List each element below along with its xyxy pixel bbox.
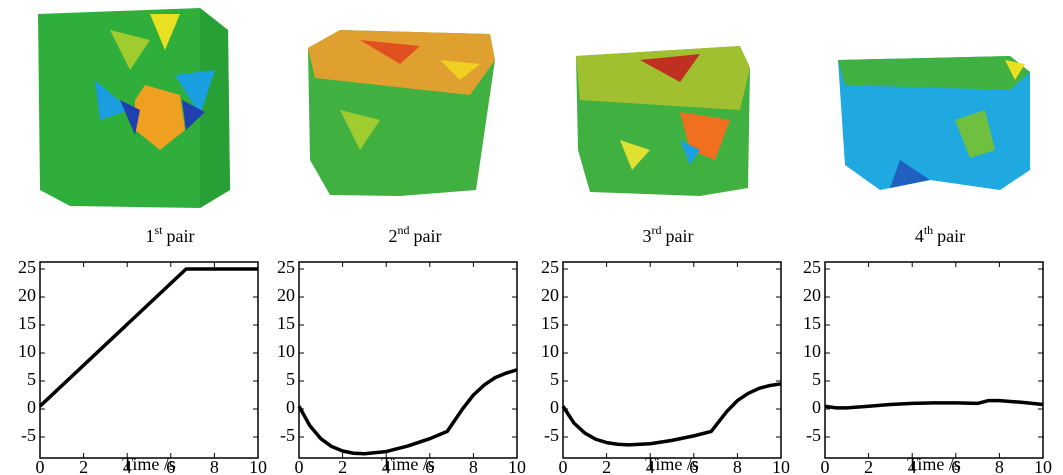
y-tick-label: -5: [806, 425, 821, 445]
data-line: [38, 267, 258, 408]
plot-frame: [39, 261, 259, 459]
caption: 3rd pair: [643, 223, 694, 246]
x-tick-label: 4: [646, 457, 655, 475]
y-tick-label: 10: [803, 341, 821, 361]
y-tick-label: 15: [277, 313, 295, 333]
y-tick-label: -5: [21, 425, 36, 445]
y-tick-label: 10: [541, 341, 559, 361]
y-tick-label: 20: [18, 285, 36, 305]
x-tick-label: 2: [864, 457, 873, 475]
x-tick-label: 2: [602, 457, 611, 475]
mesh-4: [838, 56, 1030, 190]
x-tick-label: 2: [338, 457, 347, 475]
y-tick-label: 0: [550, 397, 559, 417]
x-tick-label: 4: [908, 457, 917, 475]
x-tick-label: 8: [995, 457, 1004, 475]
y-tick-label: 0: [812, 397, 821, 417]
data-line: [824, 398, 1044, 410]
y-tick-label: 25: [803, 257, 821, 277]
data-line: [297, 368, 518, 456]
y-tick-label: 5: [27, 369, 36, 389]
y-tick-label: 15: [18, 313, 36, 333]
caption-suffix: st: [155, 223, 164, 237]
y-tick-label: -5: [544, 425, 559, 445]
x-axis-label: Time /s: [381, 454, 435, 474]
y-tick-label: 20: [803, 285, 821, 305]
caption-word: pair: [167, 226, 195, 246]
x-tick-label: 8: [469, 457, 478, 475]
caption: 2nd pair: [389, 223, 442, 246]
y-tick-label: 20: [277, 285, 295, 305]
y-tick-label: 15: [803, 313, 821, 333]
caption-ordinal: 3: [643, 226, 652, 246]
mesh-1: [38, 8, 230, 208]
caption: 4th pair: [915, 223, 965, 246]
x-tick-label: 0: [295, 457, 304, 475]
plot-frame: [824, 261, 1044, 459]
x-tick-label: 8: [210, 457, 219, 475]
x-tick-label: 10: [249, 457, 267, 475]
plot-frame: [562, 261, 782, 459]
y-tick-label: 5: [286, 369, 295, 389]
caption-suffix: nd: [398, 223, 410, 237]
y-tick-label: 25: [277, 257, 295, 277]
caption-ordinal: 2: [389, 226, 398, 246]
x-axis-label: Time /s: [645, 454, 699, 474]
x-tick-label: 0: [36, 457, 45, 475]
x-tick-label: 0: [559, 457, 568, 475]
y-tick-label: -5: [280, 425, 295, 445]
x-tick-label: 0: [821, 457, 830, 475]
x-tick-label: 6: [689, 457, 698, 475]
y-tick-label: 10: [277, 341, 295, 361]
y-tick-label: 5: [812, 369, 821, 389]
x-tick-label: 10: [508, 457, 526, 475]
x-tick-label: 8: [733, 457, 742, 475]
mesh-3: [576, 46, 750, 196]
caption-word: pair: [937, 226, 965, 246]
y-tick-label: 5: [550, 369, 559, 389]
x-tick-label: 4: [123, 457, 132, 475]
y-tick-label: 25: [18, 257, 36, 277]
y-tick-label: 0: [27, 397, 36, 417]
y-tick-label: 10: [18, 341, 36, 361]
data-line: [561, 382, 782, 447]
y-tick-label: 0: [286, 397, 295, 417]
x-tick-label: 4: [382, 457, 391, 475]
x-axis-label: Time /s: [907, 454, 961, 474]
y-tick-label: 20: [541, 285, 559, 305]
caption-word: pair: [414, 226, 442, 246]
caption: 1st pair: [146, 223, 195, 246]
x-tick-label: 6: [951, 457, 960, 475]
x-tick-label: 10: [1034, 457, 1052, 475]
x-tick-label: 6: [425, 457, 434, 475]
x-tick-label: 2: [79, 457, 88, 475]
caption-suffix: th: [924, 223, 933, 237]
x-axis-label: Time /s: [122, 454, 176, 474]
caption-ordinal: 4: [915, 226, 924, 246]
x-tick-label: 6: [166, 457, 175, 475]
x-tick-label: 10: [772, 457, 790, 475]
caption-ordinal: 1: [146, 226, 155, 246]
caption-suffix: rd: [652, 223, 662, 237]
y-tick-label: 15: [541, 313, 559, 333]
plot-frame: [298, 261, 518, 459]
mesh-2: [308, 30, 495, 196]
caption-word: pair: [666, 226, 694, 246]
y-tick-label: 25: [541, 257, 559, 277]
